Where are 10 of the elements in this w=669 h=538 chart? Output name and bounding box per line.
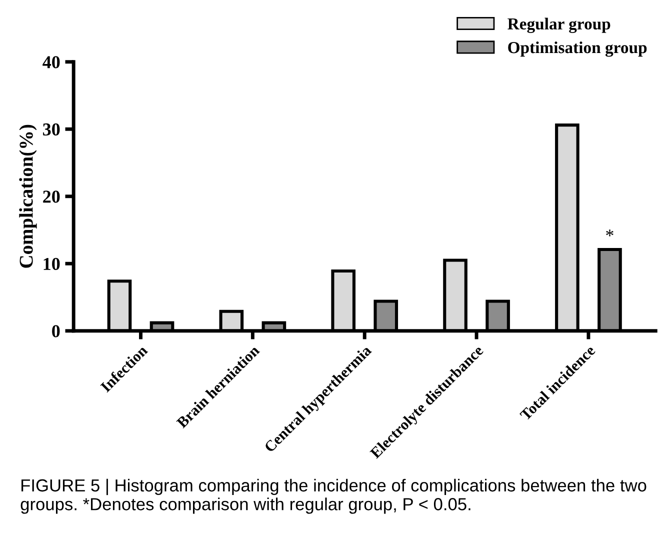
y-tick-label: 20	[43, 190, 60, 203]
annotation: *	[606, 230, 614, 236]
y-tick-label: 40	[42, 56, 60, 68]
y-tick-label: 10	[44, 258, 60, 270]
legend-label: Optimisation group	[508, 41, 647, 57]
legend-label: Regular group	[508, 18, 610, 34]
y-tick-label: 0	[52, 325, 60, 338]
caption: FIGURE 5 | Histogram comparing the incidence of complications between the two groups. *Denotes comparison with regular group, P < 0.05.	[20, 478, 646, 514]
y-axis-title: Complication(%)	[19, 124, 37, 268]
y-tick-label: 30	[43, 123, 60, 136]
